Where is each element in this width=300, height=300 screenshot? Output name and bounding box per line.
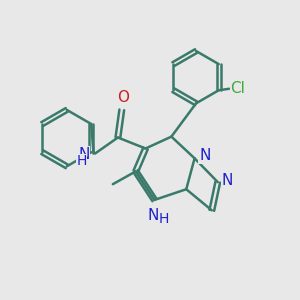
Text: N: N	[199, 148, 210, 164]
Text: H: H	[76, 154, 86, 168]
Text: N: N	[147, 208, 159, 223]
Text: N: N	[78, 147, 90, 162]
Text: H: H	[158, 212, 169, 226]
Text: O: O	[117, 89, 129, 104]
Text: Cl: Cl	[231, 81, 245, 96]
Text: N: N	[221, 173, 233, 188]
